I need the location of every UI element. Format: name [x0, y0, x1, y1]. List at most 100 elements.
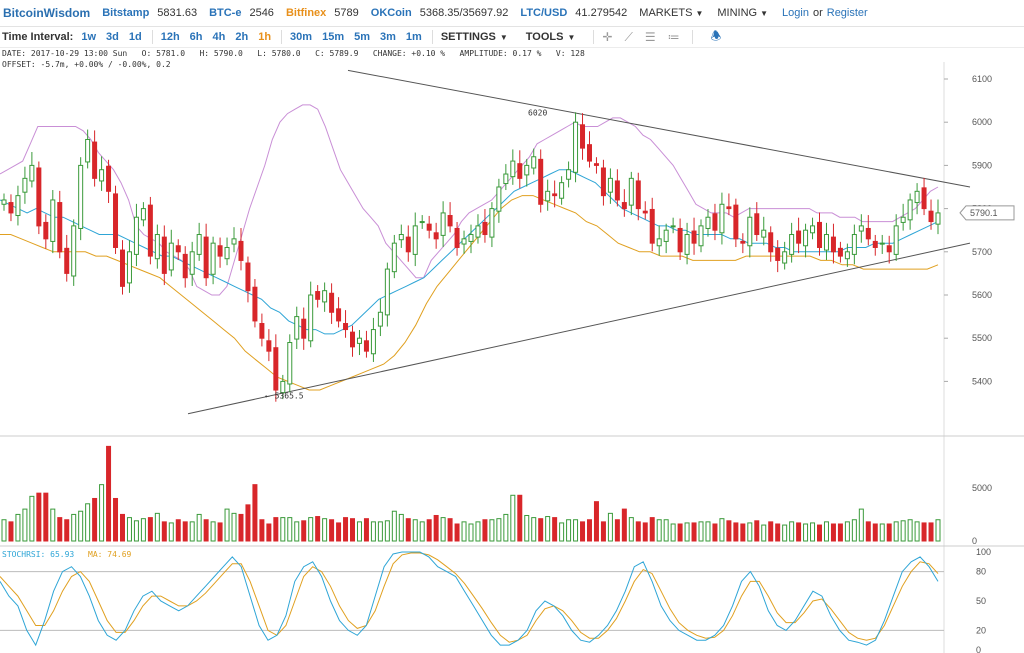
volume-bar [691, 522, 697, 542]
volume-bar [566, 519, 572, 542]
ticker-okcoin[interactable]: OKCoin 5368.35/35697.92 [371, 7, 509, 19]
volume-bar [580, 521, 586, 542]
candle-body [22, 177, 28, 193]
interval-3d[interactable]: 3d [106, 31, 119, 43]
interval-5m[interactable]: 5m [354, 31, 371, 43]
tools-label: TOOLS [525, 31, 564, 43]
candle-body [245, 262, 251, 292]
candle-body [133, 216, 139, 255]
interval-6h[interactable]: 6h [189, 31, 203, 43]
volume-bar [245, 504, 251, 542]
candle-body [419, 221, 425, 224]
bell-icon[interactable]: 🕭 [710, 28, 722, 43]
candle-body [775, 247, 781, 261]
candle-body [580, 124, 586, 149]
interval-1w[interactable]: 1w [81, 31, 97, 43]
volume-bar [64, 519, 70, 542]
candle-body [147, 204, 153, 257]
volume-bar [85, 503, 91, 542]
candle-body [8, 202, 14, 214]
tools-button[interactable]: TOOLS ▼ [526, 31, 576, 43]
candle-body [754, 213, 760, 236]
interval-15m[interactable]: 15m [322, 31, 345, 43]
volume-bar [628, 517, 634, 542]
candle-body [454, 227, 460, 248]
candle-body [830, 236, 836, 253]
last-price-label: 5790.1 [970, 208, 998, 218]
caret-down-icon: ▼ [760, 9, 769, 18]
candle-body [189, 251, 195, 275]
interval-4h[interactable]: 4h [212, 31, 226, 43]
candle-body [461, 238, 467, 245]
volume-bar [914, 521, 920, 542]
volume-bar [315, 516, 321, 542]
candle-body [126, 251, 132, 284]
volume-bar [524, 514, 530, 542]
candle-body [607, 177, 613, 193]
volume-bar [50, 508, 56, 542]
volume-bar [538, 518, 544, 542]
interval-12h[interactable]: 12h [160, 31, 180, 43]
ticker-btce[interactable]: BTC-e 2546 [209, 7, 274, 19]
interval-3m[interactable]: 3m [380, 31, 396, 43]
markets-label: MARKETS [639, 7, 693, 19]
interval-30m[interactable]: 30m [290, 31, 313, 43]
settings-button[interactable]: SETTINGS ▼ [441, 31, 508, 43]
candle-body [78, 164, 84, 229]
interval-1d[interactable]: 1d [128, 31, 142, 43]
crosshair-icon[interactable]: ✛ [602, 30, 613, 44]
markets-menu[interactable]: MARKETS ▼ [639, 7, 703, 19]
caret-down-icon: ▼ [499, 33, 508, 42]
volume-bar [154, 512, 160, 542]
candle-body [259, 323, 265, 339]
volume-bar [356, 521, 362, 542]
candle-body [921, 187, 927, 210]
fib-icon[interactable]: ≔ [667, 30, 680, 44]
mining-menu[interactable]: MINING ▼ [717, 7, 768, 19]
ticker-bitfinex[interactable]: Bitfinex 5789 [286, 7, 359, 19]
interval-1m[interactable]: 1m [405, 31, 422, 43]
volume-bar [280, 517, 286, 542]
volume-bar [126, 517, 132, 542]
candle-body [879, 242, 885, 245]
volume-bar [217, 522, 223, 542]
volume-bar [545, 516, 551, 542]
volume-bar [489, 519, 495, 542]
line-draw-icon[interactable]: ⟋ [624, 29, 633, 44]
volume-bar [621, 508, 627, 542]
interval-2h[interactable]: 2h [235, 31, 249, 43]
login-link[interactable]: Login [782, 7, 809, 19]
ticker-bitstamp[interactable]: Bitstamp 5831.63 [102, 7, 197, 19]
candle-body [252, 286, 258, 322]
volume-bar [440, 517, 446, 542]
ticker-ltcusd[interactable]: LTC/USD 41.279542 [520, 7, 627, 19]
volume-bar [872, 523, 878, 542]
volume-bar [935, 519, 941, 542]
interval-1h[interactable]: 1h [258, 31, 272, 43]
volume-bar [649, 517, 655, 542]
ticker-name: OKCoin [370, 7, 412, 19]
volume-bar [447, 518, 453, 542]
volume-bar [844, 521, 850, 542]
volume-bar [510, 494, 516, 542]
volume-bar [684, 522, 690, 542]
stoch-tick-label: 20 [976, 625, 986, 635]
volume-bar [203, 519, 209, 542]
candle-body [559, 182, 565, 199]
register-link[interactable]: Register [826, 7, 868, 19]
volume-bar [78, 510, 84, 542]
peak-annotation: 6020 [528, 109, 547, 118]
time-interval-label: Time Interval: [2, 31, 74, 43]
y-tick-label: 5700 [972, 247, 992, 257]
volume-bar [893, 521, 899, 542]
volume-bar [851, 519, 857, 542]
site-logo[interactable]: BitcoinWisdom [3, 6, 91, 20]
candle-body [803, 229, 809, 247]
candle-body [691, 230, 697, 244]
hlines-icon[interactable]: ☰ [644, 30, 656, 44]
volume-bar [552, 517, 558, 542]
volume-bar [454, 523, 460, 542]
candle-body [50, 199, 56, 242]
candle-body [210, 242, 216, 275]
